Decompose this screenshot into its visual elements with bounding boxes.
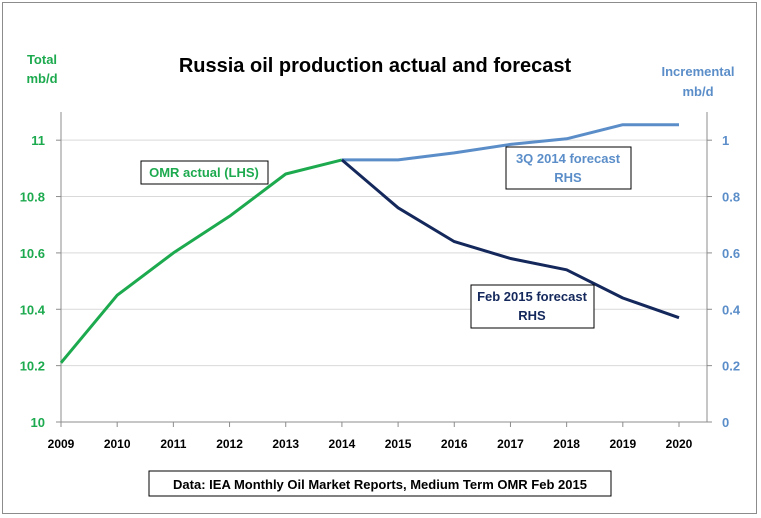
x-tick-label: 2011 xyxy=(160,437,186,451)
right-tick-label: 0.2 xyxy=(722,359,740,374)
series-line-1 xyxy=(341,123,679,162)
annotation-q3-2014: 3Q 2014 forecast RHS xyxy=(505,146,632,190)
source-note-text: Data: IEA Monthly Oil Market Reports, Me… xyxy=(173,477,587,492)
x-tick-label: 2016 xyxy=(441,437,468,451)
x-tick-label: 2010 xyxy=(104,437,131,451)
x-tick-label: 2015 xyxy=(385,437,412,451)
right-tick-label: 0 xyxy=(722,415,729,430)
left-tick-label: 10.2 xyxy=(20,359,45,374)
right-tick-label: 1 xyxy=(722,133,729,148)
series-lines xyxy=(59,123,680,364)
left-axis-label-line1: Total xyxy=(27,52,57,67)
series-line-2 xyxy=(340,158,680,320)
x-tick-label: 2012 xyxy=(216,437,243,451)
chart-title: Russia oil production actual and forecas… xyxy=(179,55,572,77)
axes xyxy=(56,112,712,427)
left-tick-label: 10 xyxy=(31,415,45,430)
annotation-feb-line2: RHS xyxy=(518,308,546,323)
annotation-actual: OMR actual (LHS) xyxy=(140,160,269,185)
annotation-feb-2015: Feb 2015 forecast RHS xyxy=(470,284,595,329)
left-tick-label: 10.8 xyxy=(20,190,45,205)
right-tick-label: 0.6 xyxy=(722,246,740,261)
left-tick-label: 11 xyxy=(31,133,45,148)
right-axis-label-line1: Incremental xyxy=(662,64,735,79)
left-tick-labels: 10 10.2 10.4 10.6 10.8 11 xyxy=(20,133,46,430)
x-tick-label: 2018 xyxy=(553,437,580,451)
left-tick-label: 10.6 xyxy=(20,246,45,261)
left-tick-label: 10.4 xyxy=(20,302,46,317)
annotation-actual-text: OMR actual (LHS) xyxy=(149,165,259,180)
x-tick-label: 2009 xyxy=(48,437,75,451)
right-tick-label: 0.8 xyxy=(722,190,740,205)
source-note: Data: IEA Monthly Oil Market Reports, Me… xyxy=(148,470,612,497)
right-tick-label: 0.4 xyxy=(722,302,741,317)
series-line-0 xyxy=(59,158,343,364)
x-tick-label: 2013 xyxy=(272,437,299,451)
x-tick-label: 2014 xyxy=(329,437,356,451)
x-tick-label: 2019 xyxy=(609,437,636,451)
right-axis-label-line2: mb/d xyxy=(682,84,713,99)
left-axis-label-line2: mb/d xyxy=(26,71,57,86)
gridlines xyxy=(61,139,707,367)
x-tick-label: 2020 xyxy=(666,437,693,451)
annotation-q3-line1: 3Q 2014 forecast xyxy=(516,151,621,166)
annotation-q3-line2: RHS xyxy=(554,170,582,185)
x-tick-label: 2017 xyxy=(497,437,524,451)
x-tick-labels: 2009 2010 2011 2012 2013 2014 2015 2016 2017 2018… xyxy=(48,437,693,451)
annotation-feb-line1: Feb 2015 forecast xyxy=(477,289,588,304)
right-tick-labels: 0 0.2 0.4 0.6 0.8 1 xyxy=(722,133,741,430)
